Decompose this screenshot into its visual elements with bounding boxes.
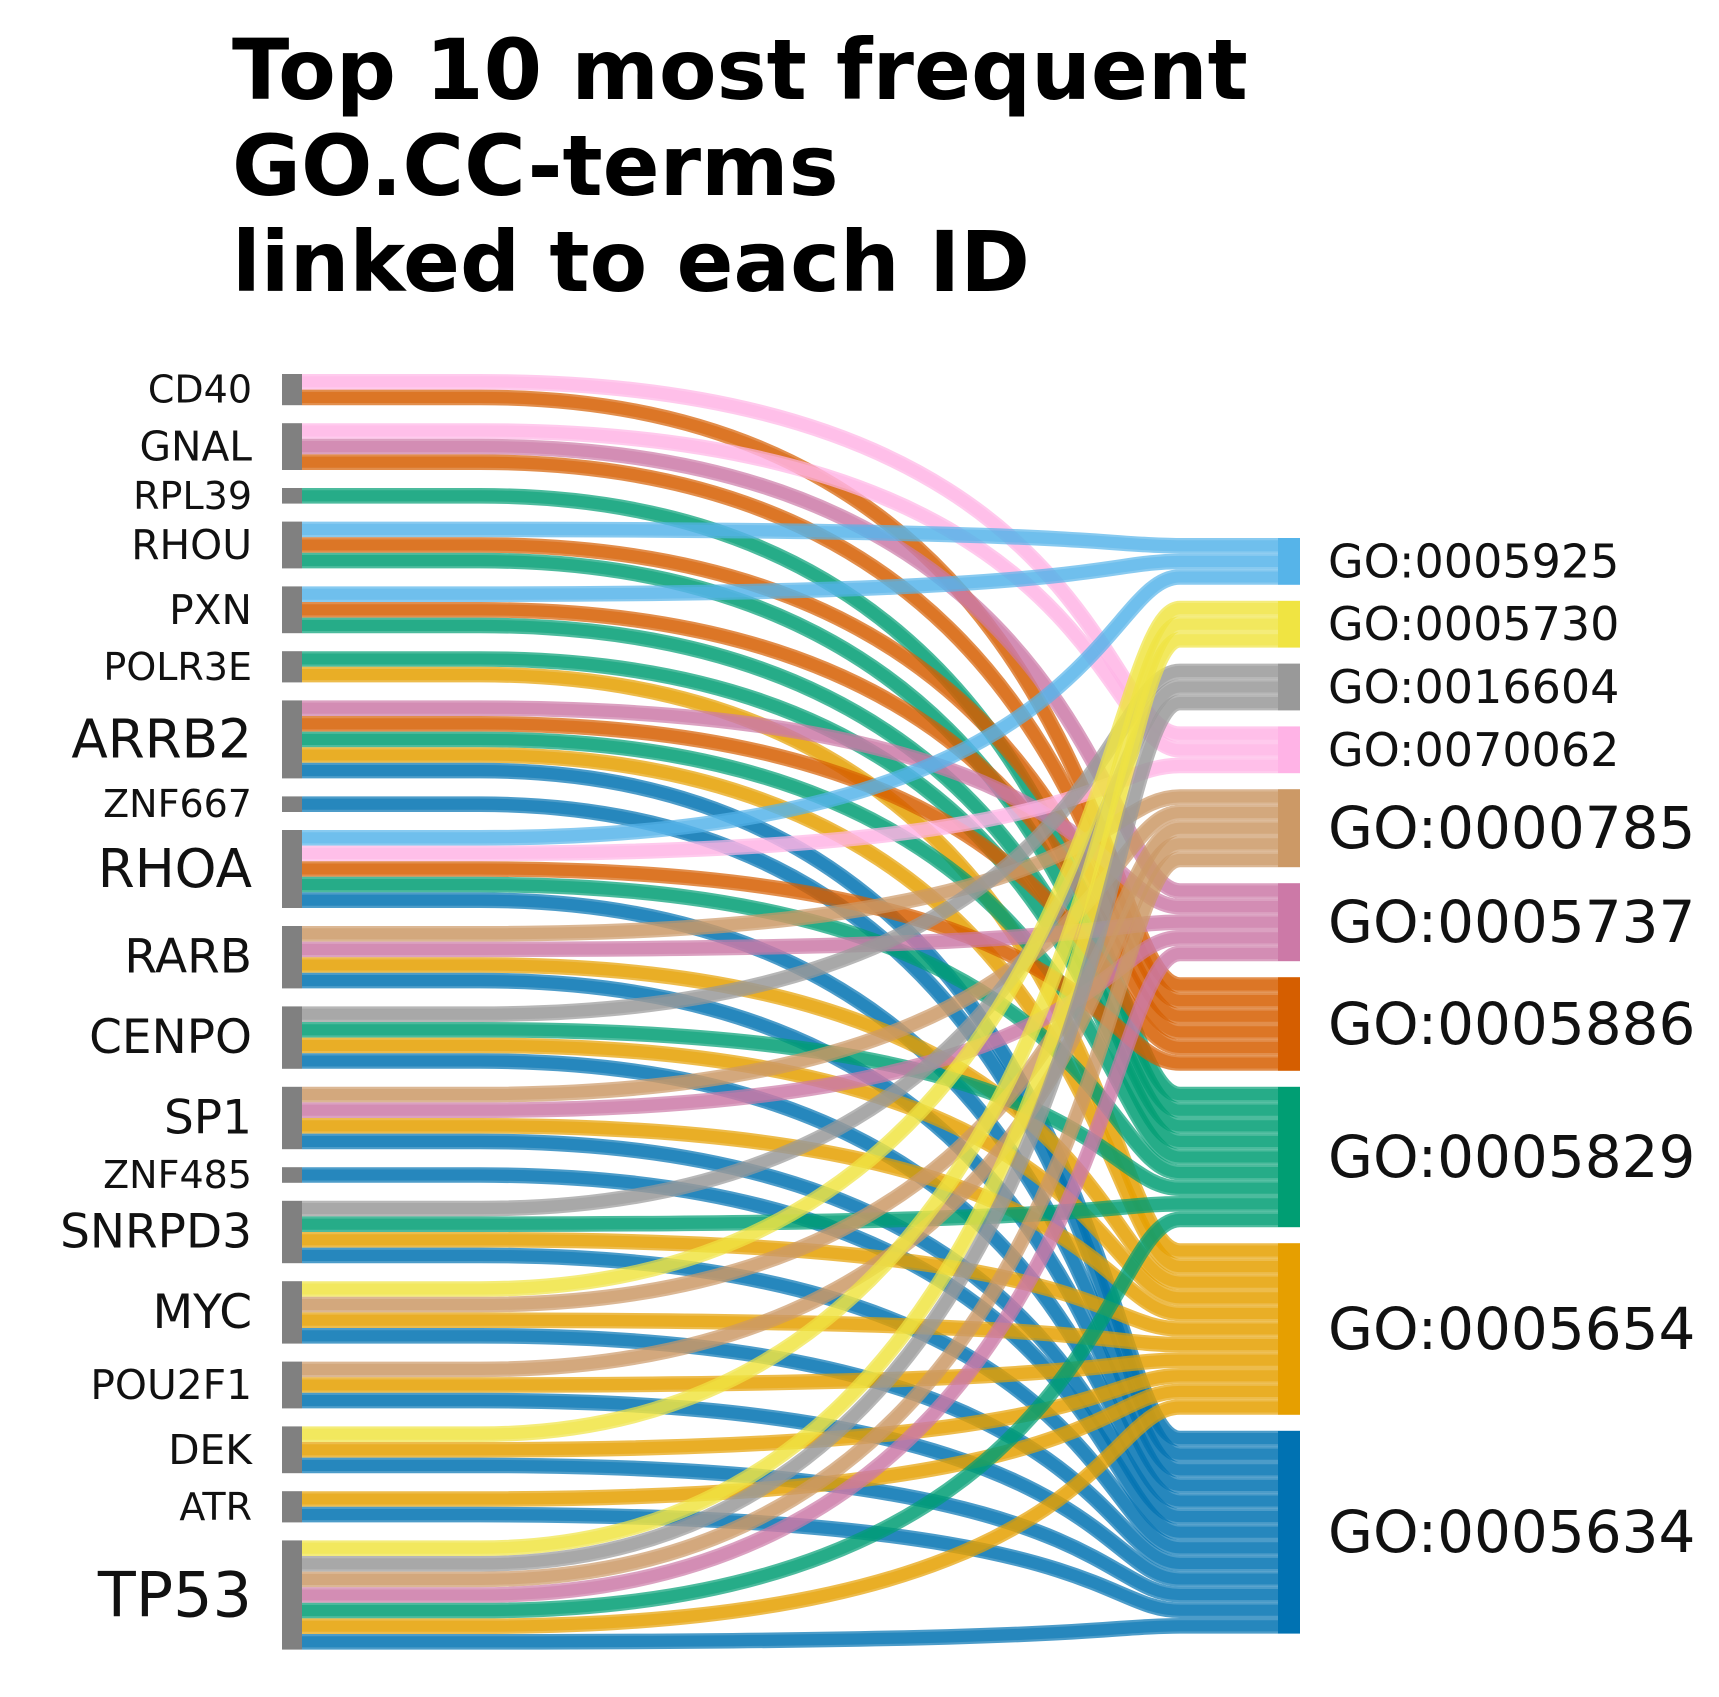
id-node-cenpo[interactable]	[282, 1006, 302, 1069]
link-fill-tp53-go-0005634	[302, 1620, 1278, 1648]
id-label-znf485: ZNF485	[103, 1153, 252, 1197]
id-node-pxn[interactable]	[282, 586, 302, 634]
go-label-go-0005730: GO:0005730	[1328, 597, 1619, 651]
id-label-gnal: GNAL	[139, 423, 252, 471]
id-node-tp53[interactable]	[282, 1540, 302, 1650]
id-node-rpl39[interactable]	[282, 488, 302, 504]
go-label-go-0005737: GO:0005737	[1328, 888, 1695, 956]
link-fill-myc-go-0005730	[302, 603, 1278, 1295]
link-fill-atr-go-0005654	[302, 1385, 1278, 1505]
go-label-go-0016604: GO:0016604	[1328, 660, 1619, 714]
go-label-go-0070062: GO:0070062	[1328, 723, 1619, 777]
go-label-go-0005925: GO:0005925	[1328, 534, 1619, 588]
link-fill-myc-go-0000785	[302, 822, 1278, 1311]
id-label-rhou: RHOU	[131, 521, 252, 569]
link-fill-cd40-go-0005886	[302, 391, 1278, 991]
id-node-rhoa[interactable]	[282, 830, 302, 908]
id-node-pou2f1[interactable]	[282, 1361, 302, 1409]
id-label-atr: ATR	[179, 1485, 252, 1529]
id-node-gnal[interactable]	[282, 423, 302, 470]
link-fill-snrpd3-go-0005634	[302, 1249, 1278, 1554]
id-label-tp53: TP53	[97, 1559, 252, 1632]
id-label-polr3e: POLR3E	[103, 645, 252, 689]
id-label-myc: MYC	[153, 1285, 252, 1340]
link-fill-polr3e-go-0005829	[302, 653, 1278, 1147]
id-node-rhou[interactable]	[282, 521, 302, 569]
id-label-rarb: RARB	[124, 930, 252, 985]
link-fill-rhoa-go-0005925	[302, 571, 1278, 844]
nodes-layer	[282, 374, 1300, 1650]
id-label-snrpd3: SNRPD3	[60, 1205, 252, 1260]
title-line-2: GO.CC-terms	[232, 117, 839, 215]
go-label-go-0005829: GO:0005829	[1328, 1123, 1695, 1191]
go-node-go-0005737[interactable]	[1278, 883, 1300, 962]
id-label-pou2f1: POU2F1	[90, 1361, 252, 1409]
id-node-myc[interactable]	[282, 1281, 302, 1344]
id-label-rhoa: RHOA	[98, 838, 252, 900]
link-fill-tp53-go-0005654	[302, 1401, 1278, 1632]
go-node-go-0016604[interactable]	[1278, 663, 1300, 711]
link-fill-tp53-go-0000785	[302, 853, 1278, 1585]
link-fill-rhoa-go-0005886	[302, 863, 1278, 1069]
id-label-pxn: PXN	[169, 586, 252, 634]
title-line-1: Top 10 most frequent	[232, 21, 1248, 119]
link-fill-pxn-go-0005886	[302, 604, 1278, 1038]
id-label-cd40: CD40	[148, 368, 252, 412]
link-fill-pou2f1-go-0005654	[302, 1354, 1278, 1391]
id-node-polr3e[interactable]	[282, 651, 302, 683]
link-fill-tp53-go-0005829	[302, 1213, 1278, 1617]
link-fill-dek-go-0005634	[302, 1459, 1278, 1601]
link-fill-arrb2-go-0005886	[302, 718, 1278, 1053]
go-node-go-0005654[interactable]	[1278, 1243, 1300, 1415]
link-fill-rhou-go-0005925	[302, 523, 1278, 552]
id-node-znf485[interactable]	[282, 1167, 302, 1183]
link-fill-rarb-go-0000785	[302, 791, 1278, 940]
go-node-go-0005886[interactable]	[1278, 977, 1300, 1071]
go-node-go-0070062[interactable]	[1278, 726, 1300, 774]
link-fill-pxn-go-0005925	[302, 555, 1278, 600]
go-node-go-0005925[interactable]	[1278, 538, 1300, 585]
id-node-sp1[interactable]	[282, 1086, 302, 1150]
go-label-go-0000785: GO:0000785	[1328, 794, 1695, 862]
link-fill-myc-go-0005654	[302, 1314, 1278, 1351]
link-fill-rhoa-go-0070062	[302, 759, 1278, 859]
id-label-cenpo: CENPO	[89, 1010, 252, 1065]
id-label-znf667: ZNF667	[103, 782, 252, 826]
id-node-znf667[interactable]	[282, 796, 302, 812]
title-line-3: linked to each ID	[232, 213, 1030, 311]
link-fill-tp53-go-0005737	[302, 947, 1278, 1601]
id-label-dek: DEK	[168, 1426, 253, 1474]
go-node-go-0000785[interactable]	[1278, 789, 1300, 868]
id-node-snrpd3[interactable]	[282, 1200, 302, 1264]
go-node-go-0005829[interactable]	[1278, 1086, 1300, 1228]
link-fill-tp53-go-0016604	[302, 697, 1278, 1570]
id-node-arrb2[interactable]	[282, 700, 302, 779]
id-label-arrb2: ARRB2	[71, 708, 252, 770]
id-label-sp1: SP1	[164, 1091, 252, 1146]
go-label-go-0005654: GO:0005654	[1328, 1295, 1695, 1363]
go-label-go-0005634: GO:0005634	[1328, 1498, 1695, 1566]
id-node-atr[interactable]	[282, 1491, 302, 1523]
id-label-rpl39: RPL39	[133, 474, 252, 518]
links-layer	[302, 374, 1278, 1650]
go-node-go-0005730[interactable]	[1278, 600, 1300, 648]
go-node-go-0005634[interactable]	[1278, 1430, 1300, 1634]
chart-title: Top 10 most frequent GO.CC-terms linked …	[232, 22, 1248, 310]
id-node-dek[interactable]	[282, 1426, 302, 1474]
id-node-rarb[interactable]	[282, 926, 302, 989]
link-fill-cenpo-go-0005654	[302, 1039, 1278, 1304]
go-label-go-0005886: GO:0005886	[1328, 990, 1695, 1058]
link-fill-tp53-go-0005730	[302, 634, 1278, 1554]
id-node-cd40[interactable]	[282, 374, 302, 406]
